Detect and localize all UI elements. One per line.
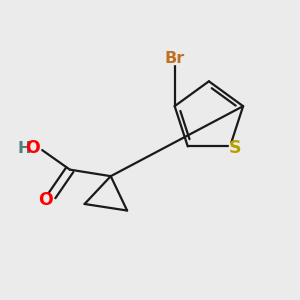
Text: H: H (17, 141, 31, 156)
Bar (19, 142, 40, 154)
Bar (165, 52, 184, 64)
Bar (229, 143, 241, 153)
Bar (39, 194, 52, 205)
Text: O: O (26, 140, 40, 158)
Text: O: O (38, 191, 53, 209)
Text: S: S (229, 139, 241, 157)
Text: Br: Br (164, 51, 185, 66)
